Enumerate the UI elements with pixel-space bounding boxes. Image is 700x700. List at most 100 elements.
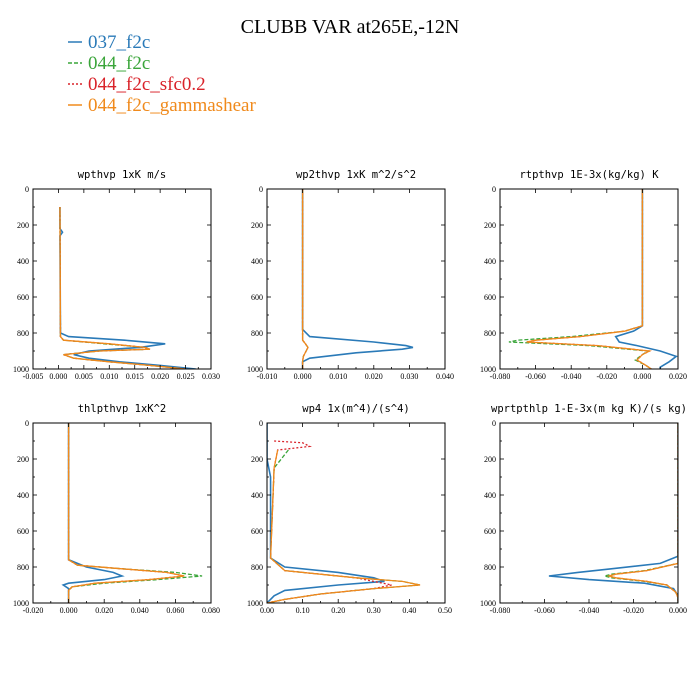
y-tick-label: 200 [484, 455, 496, 464]
panel: wpthvp 1xK m/s -0.005 0.000 0.005 0.010 0.015… [13, 169, 220, 381]
y-tick-label: 1000 [480, 365, 496, 374]
plot-frame [499, 422, 679, 604]
x-tick-label: 0.010 [329, 372, 347, 381]
y-tick-label: 600 [17, 527, 29, 536]
series-line [267, 423, 385, 603]
x-tick-label: 0.000 [633, 372, 651, 381]
panel-title: thlpthvp 1xK^2 [78, 403, 167, 415]
series-group [267, 423, 421, 603]
x-tick-label: 0.40 [402, 606, 416, 615]
x-tick-label: -0.060 [525, 372, 546, 381]
y-tick-label: 400 [17, 491, 29, 500]
x-tick-label: 0.060 [166, 606, 184, 615]
x-tick-label: 0.040 [436, 372, 454, 381]
y-tick-label: 0 [492, 185, 496, 194]
x-tick-label: 0.020 [95, 606, 113, 615]
series-line [548, 423, 678, 603]
panel: wprtpthlp 1-E-3x(m kg K)/(s kg) -0.080 -0.… [480, 403, 687, 615]
x-tick-label: 0.010 [100, 372, 118, 381]
y-tick-label: 600 [17, 293, 29, 302]
x-tick-label: -0.040 [579, 606, 600, 615]
y-tick-label: 200 [251, 221, 263, 230]
y-tick-label: 200 [17, 221, 29, 230]
x-tick-label: -0.080 [490, 372, 511, 381]
series-group [61, 423, 203, 603]
panel-grid: wpthvp 1xK m/s-0.005 0.000 0.005 0.010 0.015… [13, 169, 687, 615]
x-tick-label: 0.000 [669, 606, 687, 615]
plot-frame [266, 188, 446, 370]
series-line [526, 189, 652, 369]
y-tick-label: 1000 [247, 599, 263, 608]
series-line [606, 423, 678, 603]
y-tick-label: 400 [251, 257, 263, 266]
x-tick-label: -0.020 [623, 606, 644, 615]
series-line [59, 206, 186, 369]
y-tick-label: 0 [25, 185, 29, 194]
y-tick-label: 800 [17, 563, 29, 572]
plot-frame [266, 422, 446, 604]
x-tick-label: 0.000 [49, 372, 67, 381]
legend-label: 044_f2c [88, 53, 150, 74]
panel-title: wpthvp 1xK m/s [78, 169, 167, 181]
x-tick-label: 0.020 [669, 372, 687, 381]
y-tick-label: 0 [259, 419, 263, 428]
panel: thlpthvp 1xK^2 -0.020 0.000 0.020 0.040 0.060… [13, 403, 220, 615]
series-line [267, 449, 421, 603]
x-tick-label: 0.020 [365, 372, 383, 381]
series-line [614, 189, 678, 369]
x-tick-label: 0.10 [296, 606, 310, 615]
y-tick-label: 1000 [247, 365, 263, 374]
panel-title: wp4 1x(m^4)/(s^4) [302, 403, 409, 415]
series-group [301, 189, 414, 369]
y-tick-label: 600 [484, 293, 496, 302]
y-tick-label: 800 [17, 329, 29, 338]
x-tick-label: 0.000 [60, 606, 78, 615]
series-line [301, 189, 309, 369]
series-group [59, 206, 196, 369]
series-line [602, 423, 678, 603]
y-tick-label: 800 [251, 329, 263, 338]
y-tick-label: 200 [17, 455, 29, 464]
x-tick-label: -0.020 [23, 606, 44, 615]
x-tick-label: 0.000 [294, 372, 312, 381]
legend-label: 044_f2c_gammashear [88, 95, 256, 116]
legend-item: 044_f2c_sfc0.2 [68, 74, 206, 95]
x-tick-label: 0.040 [131, 606, 149, 615]
y-tick-label: 800 [484, 563, 496, 572]
y-tick-label: 1000 [13, 365, 29, 374]
x-tick-label: -0.010 [257, 372, 278, 381]
series-group [508, 189, 678, 369]
x-tick-label: 0.080 [202, 606, 220, 615]
panel: rtpthvp 1E-3x(kg/kg) K -0.080 -0.060 -0.040… [480, 169, 687, 381]
x-tick-label: 0.00 [260, 606, 274, 615]
x-tick-label: 0.020 [151, 372, 169, 381]
series-line [67, 423, 185, 603]
panel-title: wp2thvp 1xK m^2/s^2 [296, 169, 416, 181]
series-line [301, 189, 414, 369]
x-tick-label: 0.030 [202, 372, 220, 381]
legend-label: 044_f2c_sfc0.2 [88, 74, 206, 95]
series-line [67, 423, 185, 603]
y-tick-label: 200 [484, 221, 496, 230]
legend-label: 037_f2c [88, 32, 150, 53]
y-tick-label: 1000 [13, 599, 29, 608]
series-line [267, 449, 421, 603]
series-line [61, 423, 125, 603]
x-tick-label: -0.080 [490, 606, 511, 615]
x-tick-label: 0.50 [438, 606, 452, 615]
panel-title: wprtpthlp 1-E-3x(m kg K)/(s kg) [491, 403, 687, 415]
x-tick-label: -0.040 [561, 372, 582, 381]
y-tick-label: 0 [259, 185, 263, 194]
legend-item: 037_f2c [68, 32, 150, 53]
x-tick-label: 0.30 [367, 606, 381, 615]
y-tick-label: 1000 [480, 599, 496, 608]
series-line [267, 440, 392, 603]
x-tick-label: 0.005 [75, 372, 93, 381]
x-tick-label: 0.025 [177, 372, 195, 381]
x-tick-label: 0.20 [331, 606, 345, 615]
panel-title: rtpthvp 1E-3x(kg/kg) K [519, 169, 659, 181]
series-line [59, 207, 196, 369]
y-tick-label: 600 [251, 527, 263, 536]
y-tick-label: 600 [484, 527, 496, 536]
